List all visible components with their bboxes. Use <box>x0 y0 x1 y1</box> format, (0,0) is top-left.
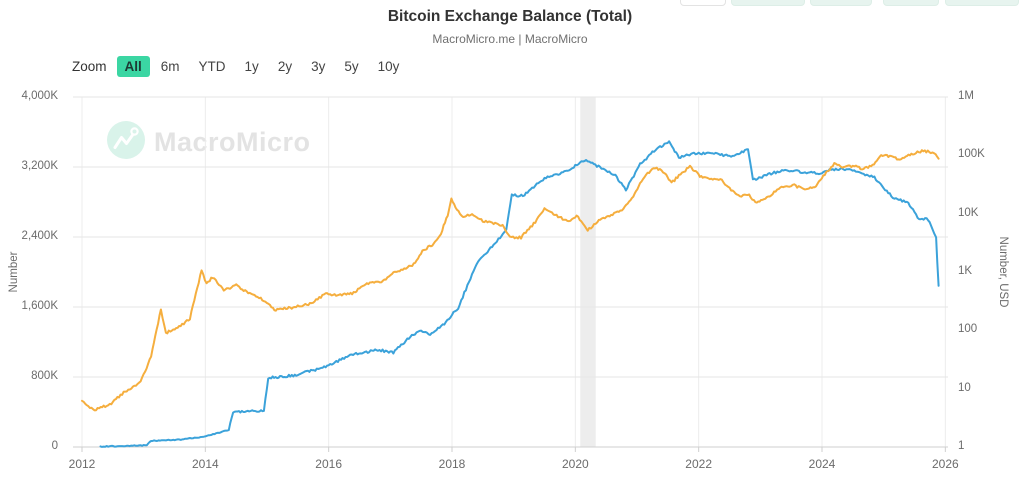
range-button-3y[interactable]: 3y <box>311 59 326 74</box>
range-button-ytd[interactable]: YTD <box>198 59 226 74</box>
top-right-partial-button-1[interactable] <box>680 0 726 6</box>
watermark: MacroMicro <box>107 121 311 164</box>
range-button-2y[interactable]: 2y <box>277 59 293 74</box>
top-right-partial-button-5[interactable] <box>945 0 1019 6</box>
recession-band <box>580 97 596 447</box>
range-button-all[interactable]: All <box>116 56 150 77</box>
top-right-partial-button-4[interactable] <box>883 0 939 6</box>
chart-title: Bitcoin Exchange Balance (Total) <box>387 8 633 25</box>
watermark-text: MacroMicro <box>154 127 311 157</box>
range-button-5y[interactable]: 5y <box>344 59 359 74</box>
zoom-toolbar: Zoom All 6m YTD 1y 2y 3y 5y 10y <box>72 56 411 77</box>
top-right-partial-button-3[interactable] <box>810 0 872 6</box>
chart-subtitle: MacroMicro.me | MacroMicro <box>432 32 588 46</box>
series-line-blue-left-exchange-balance <box>99 140 940 448</box>
range-button-10y[interactable]: 10y <box>377 59 400 74</box>
range-buttons: All 6m YTD 1y 2y 3y 5y 10y <box>116 56 411 77</box>
range-button-6m[interactable]: 6m <box>160 59 180 74</box>
series-line-orange-right-usd <box>81 149 940 412</box>
top-right-partial-button-2[interactable] <box>731 0 805 6</box>
range-button-1y[interactable]: 1y <box>244 59 259 74</box>
zoom-label: Zoom <box>72 59 107 74</box>
macromicro-logo-icon <box>107 121 145 164</box>
